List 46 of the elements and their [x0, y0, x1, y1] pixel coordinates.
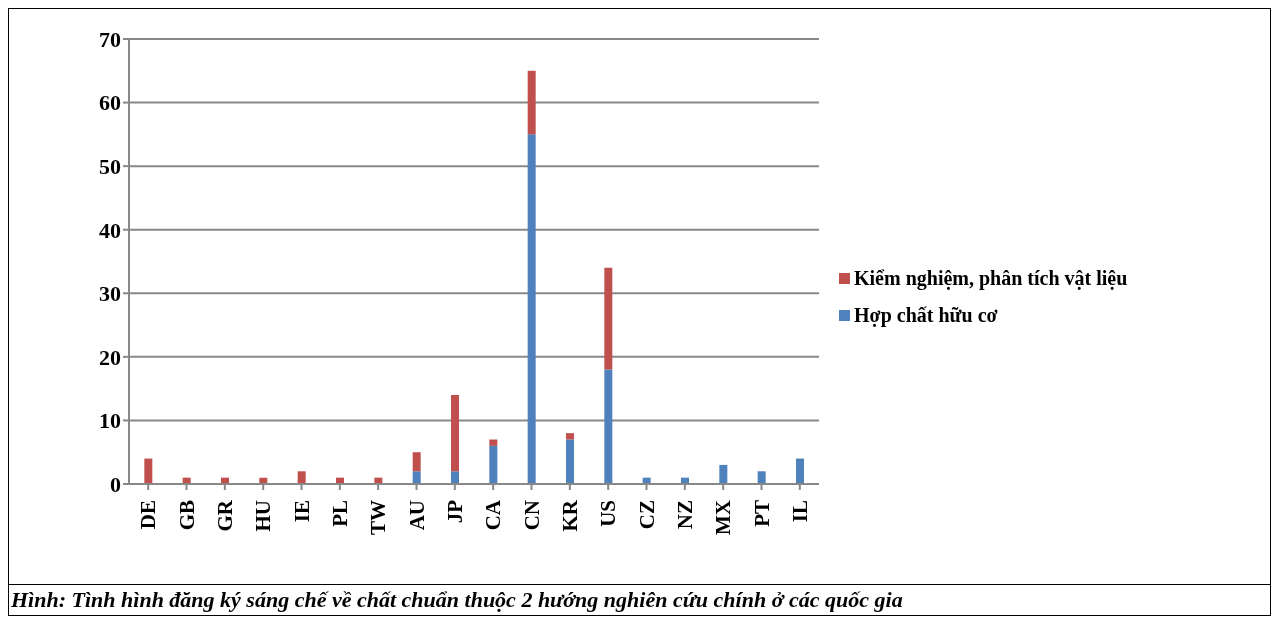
- y-tick-label: 60: [99, 90, 121, 116]
- x-tick-label: GB: [174, 500, 199, 531]
- legend-label: Hợp chất hữu cơ: [854, 303, 998, 327]
- x-tick-label: DE: [136, 500, 161, 530]
- bar: [451, 471, 459, 484]
- x-tick-label: IE: [289, 500, 314, 523]
- x-tick-label: HU: [251, 500, 276, 532]
- bar: [566, 433, 574, 440]
- x-tick-label: TW: [366, 500, 391, 536]
- bar: [412, 452, 421, 472]
- bar: [566, 439, 574, 484]
- text: Hình: Tình hình đăng ký sáng chế về chất chuẩn thuộc 2 hướng nghiên cứu chính ở các quốc gia: [9, 584, 1270, 615]
- y-tick-label: 0: [110, 471, 121, 497]
- bar: [719, 464, 728, 484]
- bar: [489, 439, 498, 446]
- x-tick-label: MX: [711, 500, 736, 535]
- bar: [451, 395, 459, 472]
- y-tick-label: 40: [99, 217, 121, 243]
- x-tick-label: IL: [787, 500, 812, 523]
- bar: [604, 267, 613, 370]
- x-tick-label: US: [596, 500, 621, 527]
- y-tick-label: 10: [99, 408, 121, 434]
- x-tick-label: NZ: [672, 500, 697, 530]
- y-tick-label: 30: [99, 281, 121, 307]
- bar: [757, 471, 766, 484]
- x-tick-label: GR: [212, 499, 237, 532]
- y-tick-label: 50: [99, 153, 121, 179]
- x-tick-label: CZ: [634, 500, 659, 530]
- bar: [489, 445, 498, 484]
- x-tick-label: AU: [404, 500, 429, 531]
- bar: [604, 369, 613, 484]
- bar: [796, 458, 804, 484]
- y-tick-label: 70: [99, 26, 121, 52]
- x-tick-label: KR: [557, 499, 582, 532]
- bar: [144, 458, 153, 484]
- legend-label: Kiểm nghiệm, phân tích vật liệu: [854, 266, 1128, 290]
- y-tick-label: 20: [99, 344, 121, 370]
- x-tick-label: CA: [481, 499, 506, 531]
- bar: [412, 471, 421, 484]
- x-tick-label: JP: [442, 499, 467, 524]
- x-tick-label: PT: [749, 500, 774, 527]
- bar: [527, 134, 536, 484]
- bar: [297, 471, 306, 484]
- bar: [527, 70, 536, 135]
- x-tick-label: PL: [327, 500, 352, 527]
- x-tick-label: CN: [519, 500, 544, 531]
